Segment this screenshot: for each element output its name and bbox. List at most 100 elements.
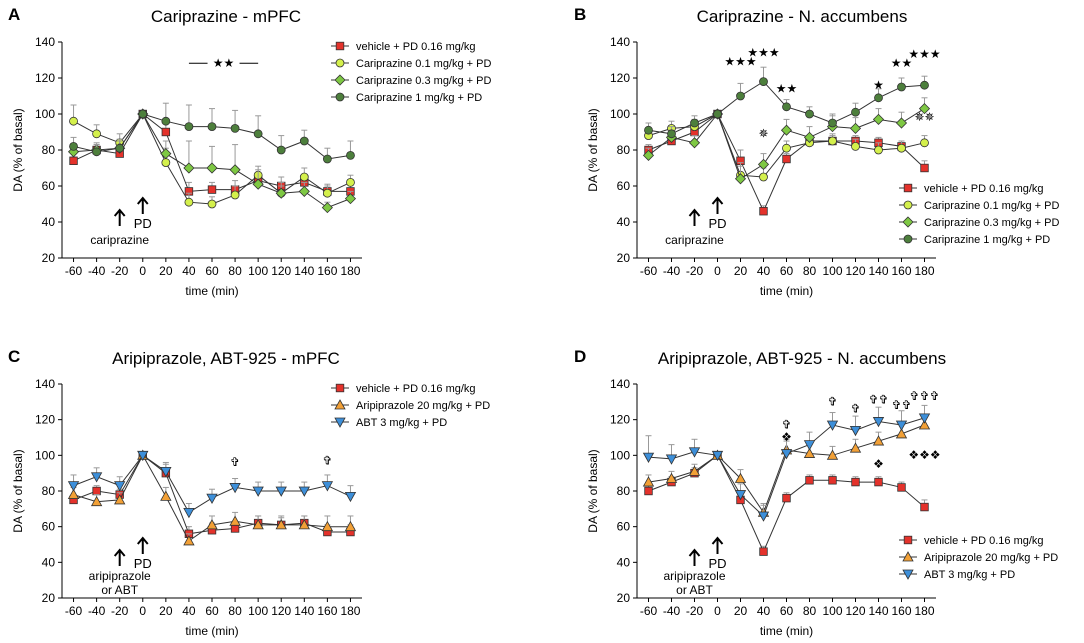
y-axis-label: DA (% of basal)	[586, 108, 600, 191]
x-tick-label: 180	[340, 604, 360, 618]
data-point	[230, 123, 240, 133]
data-point	[206, 162, 218, 174]
data-point	[183, 162, 195, 174]
data-point	[805, 476, 814, 485]
data-point	[828, 476, 837, 485]
data-point	[161, 158, 171, 168]
x-tick-label: -40	[88, 604, 106, 618]
legend-label: Aripiprazole 20 mg/kg + PD	[924, 552, 1058, 564]
y-tick-label: 140	[610, 377, 630, 391]
data-point	[759, 77, 768, 86]
significance-star: ★★★	[747, 45, 779, 59]
data-point	[275, 486, 287, 497]
panel-b: B Cariprazine - N. accumbens2040608010012…	[574, 5, 1059, 298]
data-point	[183, 535, 195, 546]
drug-label: cariprazine	[90, 233, 149, 247]
y-tick-label: 40	[617, 215, 631, 229]
pd-arrow-icon	[137, 536, 149, 554]
significance-hollow-mark: ✞	[827, 394, 837, 408]
x-tick-label: 120	[271, 264, 291, 278]
legend-marker	[902, 569, 914, 580]
y-tick-label: 60	[617, 179, 631, 193]
y-tick-label: 60	[42, 520, 56, 534]
significance-hollow-mark: ✵	[758, 126, 768, 140]
data-point	[711, 450, 724, 462]
data-point	[803, 440, 816, 451]
panel-title: Cariprazine - mPFC	[151, 7, 301, 26]
series-cari1	[69, 102, 355, 164]
y-tick-label: 20	[617, 251, 631, 265]
series-abt	[642, 404, 931, 522]
x-tick-label: 100	[822, 604, 842, 618]
significance-hollow-mark: ✵✵	[914, 110, 934, 124]
y-tick-label: 120	[35, 71, 55, 85]
data-point	[346, 177, 355, 187]
data-point	[183, 507, 195, 519]
x-tick-label: 160	[891, 264, 911, 278]
data-point	[206, 519, 218, 530]
y-tick-label: 120	[610, 413, 630, 427]
data-point	[114, 481, 126, 492]
significance-star: ★★	[776, 81, 798, 95]
data-point	[688, 465, 701, 476]
data-point	[874, 93, 883, 103]
pd-arrow-icon	[711, 536, 724, 554]
data-point	[137, 450, 149, 462]
x-tick-label: 120	[845, 264, 865, 278]
data-point	[276, 145, 286, 155]
x-tick-label: 0	[714, 264, 721, 278]
legend-marker	[335, 58, 345, 68]
legend-label: Aripiprazole 20 mg/kg + PD	[356, 400, 490, 412]
panel-title: Cariprazine - N. accumbens	[697, 7, 908, 26]
data-point	[298, 185, 310, 197]
data-point	[688, 447, 701, 458]
pd-label: PD	[134, 216, 152, 231]
drug-arrow-icon	[113, 548, 126, 566]
data-point	[230, 524, 240, 533]
data-point	[897, 143, 906, 153]
data-point	[344, 491, 357, 503]
data-point	[805, 109, 814, 119]
x-tick-label: -20	[686, 264, 704, 278]
legend-label: Cariprazine 0.3 mg/kg + PD	[924, 217, 1059, 229]
data-point	[782, 154, 791, 164]
drug-arrow-icon	[113, 208, 126, 226]
x-tick-label: 160	[891, 604, 911, 618]
data-point	[895, 420, 908, 431]
legend-marker	[902, 216, 914, 228]
data-point	[782, 493, 791, 503]
legend-marker	[903, 183, 913, 193]
drug-arrow-icon	[688, 208, 701, 226]
y-tick-label: 100	[610, 448, 630, 462]
x-tick-label: 140	[868, 264, 888, 278]
x-tick-label: 180	[914, 264, 934, 278]
x-tick-label: -40	[663, 604, 681, 618]
x-tick-label: 0	[139, 604, 146, 618]
x-tick-label: 140	[294, 604, 314, 618]
panel-title: Aripiprazole, ABT-925 - mPFC	[112, 349, 340, 368]
drug-label-line2: or ABT	[676, 583, 713, 597]
significance-hollow-mark: ✞✞	[891, 398, 911, 412]
data-point	[851, 477, 860, 487]
x-tick-label: 0	[139, 264, 146, 278]
y-tick-label: 20	[42, 251, 56, 265]
data-point	[275, 187, 287, 199]
legend: vehicle + PD 0.16 mg/kg Cariprazine 0.1 m…	[899, 183, 1059, 246]
y-tick-label: 40	[617, 555, 631, 569]
x-tick-label: -60	[640, 264, 658, 278]
x-axis-label: time (min)	[760, 284, 813, 298]
pd-label: PD	[708, 556, 726, 571]
data-point	[690, 118, 699, 128]
x-tick-label: 0	[714, 604, 721, 618]
x-axis-label: time (min)	[185, 624, 238, 638]
data-point	[161, 127, 171, 137]
drug-label: cariprazine	[665, 233, 724, 247]
legend-marker	[334, 417, 346, 428]
data-point	[642, 452, 655, 463]
data-point	[184, 197, 194, 207]
x-tick-label: 100	[248, 264, 268, 278]
x-tick-label: -60	[65, 264, 83, 278]
legend-marker	[903, 200, 913, 210]
data-point	[803, 131, 816, 143]
panel-d: D Aripiprazole, ABT-925 - N. accumbens 20 4…	[574, 347, 1058, 638]
